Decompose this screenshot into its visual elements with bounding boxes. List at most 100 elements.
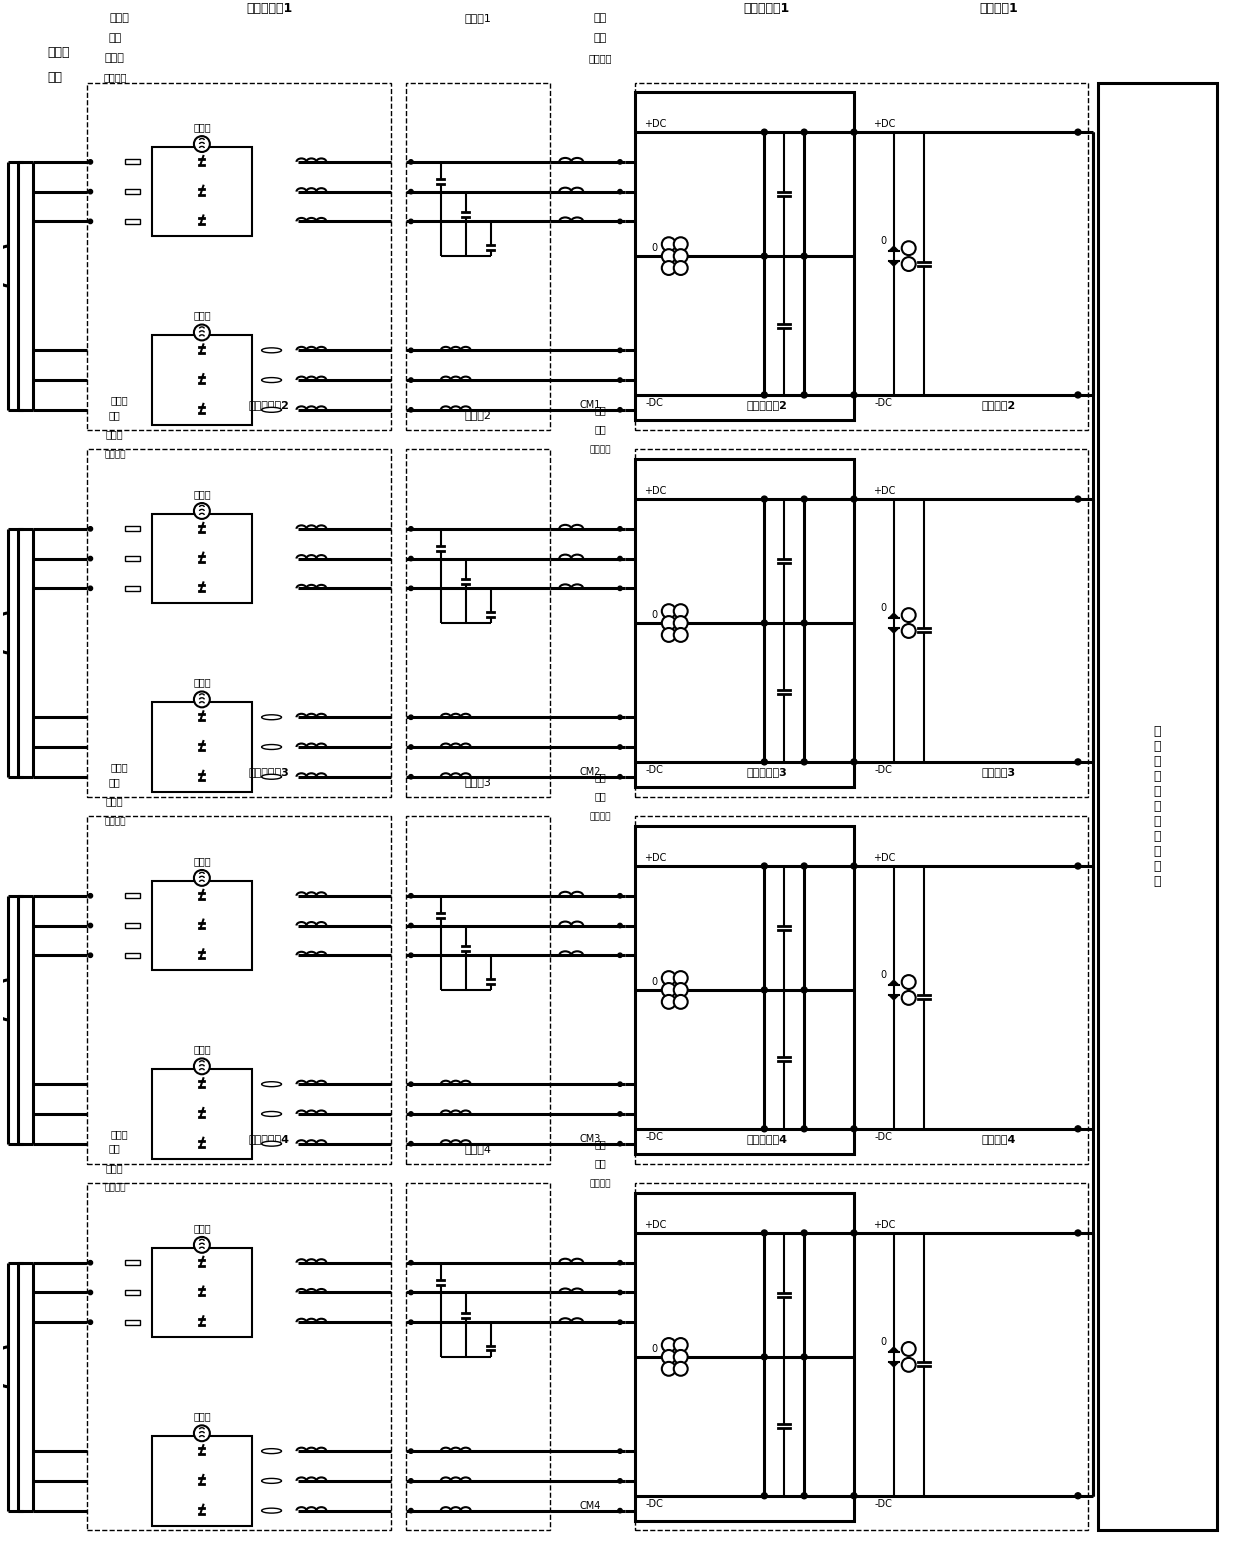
Bar: [153, 1069, 252, 1158]
Text: 预充电模块4: 预充电模块4: [248, 1133, 290, 1144]
Text: +DC: +DC: [873, 853, 895, 863]
Text: 电感: 电感: [594, 425, 606, 435]
Text: 整流器模块1: 整流器模块1: [744, 2, 790, 14]
Circle shape: [409, 894, 413, 899]
Circle shape: [409, 408, 413, 413]
Text: 滤波器1: 滤波器1: [465, 13, 491, 23]
Circle shape: [801, 1354, 807, 1360]
Bar: [635, 1193, 854, 1521]
Circle shape: [901, 1358, 915, 1372]
Circle shape: [88, 219, 93, 224]
Circle shape: [409, 527, 413, 531]
Text: -DC: -DC: [646, 1499, 663, 1508]
Text: 预充电模块3: 预充电模块3: [249, 767, 289, 777]
Circle shape: [673, 261, 688, 275]
Circle shape: [618, 924, 622, 928]
Text: （可选）: （可选）: [104, 817, 125, 825]
Text: 0: 0: [880, 1336, 887, 1347]
Text: 接触器: 接触器: [193, 311, 211, 320]
Circle shape: [618, 219, 622, 224]
Circle shape: [618, 894, 622, 899]
Text: 接触器: 接触器: [193, 489, 211, 499]
Text: 0: 0: [880, 603, 887, 613]
Circle shape: [409, 716, 413, 719]
Circle shape: [1075, 1493, 1081, 1499]
Text: -DC: -DC: [875, 1499, 893, 1508]
Circle shape: [618, 1449, 622, 1454]
Circle shape: [901, 256, 915, 270]
Text: CM4: CM4: [579, 1500, 601, 1511]
Circle shape: [193, 136, 210, 152]
Text: 0: 0: [652, 1344, 658, 1354]
Circle shape: [618, 1141, 622, 1146]
Bar: [87, 450, 391, 797]
Circle shape: [673, 996, 688, 1008]
Circle shape: [851, 863, 857, 869]
Bar: [87, 1183, 391, 1530]
Bar: [405, 450, 551, 797]
Ellipse shape: [262, 408, 281, 413]
Circle shape: [851, 392, 857, 399]
Circle shape: [618, 159, 622, 164]
Circle shape: [662, 996, 676, 1008]
Text: 交流: 交流: [108, 33, 122, 42]
Text: 熔断器: 熔断器: [105, 797, 124, 807]
Circle shape: [193, 691, 210, 708]
Text: -DC: -DC: [646, 399, 663, 408]
Circle shape: [901, 241, 915, 255]
Text: 滤波器2: 滤波器2: [465, 410, 491, 420]
Circle shape: [88, 556, 93, 561]
Circle shape: [618, 556, 622, 561]
Text: 接触器: 接触器: [193, 677, 211, 688]
Bar: [635, 92, 854, 420]
Text: 0: 0: [880, 971, 887, 980]
Circle shape: [901, 608, 915, 622]
Circle shape: [761, 863, 768, 869]
Circle shape: [618, 527, 622, 531]
Ellipse shape: [262, 1082, 281, 1086]
Text: +DC: +DC: [644, 1221, 666, 1230]
Circle shape: [409, 746, 413, 749]
Bar: [1097, 83, 1218, 1530]
Circle shape: [193, 871, 210, 886]
Bar: [153, 336, 252, 425]
Circle shape: [851, 130, 857, 134]
Circle shape: [618, 1111, 622, 1116]
Text: 熔断器: 熔断器: [105, 430, 124, 439]
Ellipse shape: [262, 1141, 281, 1146]
Circle shape: [761, 621, 768, 627]
Text: 接触器: 接触器: [110, 1128, 129, 1139]
Bar: [125, 219, 140, 224]
Circle shape: [618, 586, 622, 591]
Text: -DC: -DC: [646, 1132, 663, 1141]
Text: （可选）: （可选）: [588, 53, 611, 63]
Bar: [125, 894, 140, 899]
Text: 接触器: 接触器: [110, 761, 129, 772]
Text: +DC: +DC: [873, 1221, 895, 1230]
Circle shape: [761, 253, 768, 259]
Text: （可选）: （可选）: [589, 811, 611, 821]
Circle shape: [409, 1141, 413, 1146]
Circle shape: [409, 159, 413, 164]
Text: 0: 0: [652, 244, 658, 253]
Circle shape: [662, 971, 676, 985]
Circle shape: [618, 1479, 622, 1483]
Text: 0: 0: [652, 610, 658, 621]
Circle shape: [673, 238, 688, 252]
Text: 共模: 共模: [594, 13, 606, 23]
Text: -DC: -DC: [875, 399, 893, 408]
Text: -DC: -DC: [875, 764, 893, 775]
Circle shape: [673, 616, 688, 630]
Circle shape: [193, 1425, 210, 1441]
Polygon shape: [889, 247, 899, 252]
Text: 共模: 共模: [594, 772, 606, 782]
Text: 预充电模块2: 预充电模块2: [249, 400, 289, 410]
Ellipse shape: [262, 1111, 281, 1116]
Text: +DC: +DC: [873, 119, 895, 130]
Text: 电机: 电机: [47, 70, 62, 84]
Circle shape: [618, 408, 622, 413]
Text: 整流器模块2: 整流器模块2: [746, 400, 787, 410]
Text: 制动模块3: 制动模块3: [981, 767, 1016, 777]
Bar: [125, 189, 140, 194]
Text: 直
流
配
电
板
／
直
流
断
路
器: 直 流 配 电 板 ／ 直 流 断 路 器: [1154, 725, 1162, 888]
